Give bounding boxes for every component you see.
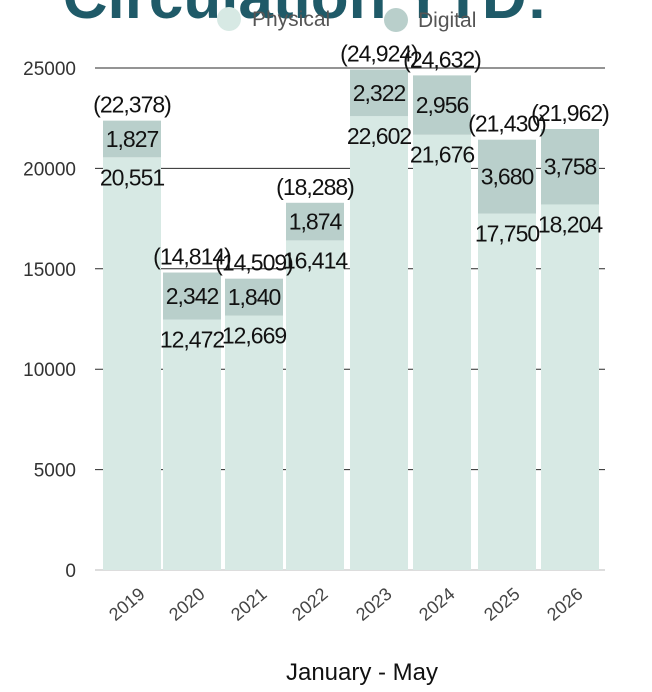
physical-label-2023: 22,602	[347, 123, 412, 149]
bar-physical-2021	[225, 315, 283, 570]
x-axis-ticks: 2019 2020 2021 2022 2023 2024 2025 2026	[105, 584, 587, 625]
digital-label-2021: 1,840	[228, 284, 281, 310]
physical-label-2022: 16,414	[283, 247, 349, 273]
data-labels: (22,378) 1,827 20,551 (14,814) 2,342 12,472 (1…	[93, 41, 610, 353]
y-tick-label: 20000	[23, 159, 76, 180]
x-tick-label: 2026	[543, 584, 587, 625]
x-tick-label: 2023	[352, 584, 396, 625]
bar-physical-2023	[350, 116, 408, 570]
bar-digital-2022	[286, 202, 344, 241]
bar-digital-2019	[103, 120, 161, 158]
legend-physical-label: Physical	[252, 8, 330, 31]
legend-digital-swatch	[384, 8, 408, 32]
bar-physical-2022	[286, 240, 344, 571]
physical-label-2019: 20,551	[100, 164, 165, 190]
x-tick-label: 2022	[288, 584, 332, 625]
digital-label-2023: 2,322	[353, 80, 406, 106]
bar-digital-2024	[413, 75, 471, 135]
bar-digital-2020	[163, 272, 221, 320]
y-tick-label: 0	[65, 561, 76, 582]
x-tick-label: 2020	[165, 584, 209, 625]
y-tick-label: 10000	[23, 360, 76, 381]
bar-digital-2025	[478, 139, 536, 214]
digital-label-2020: 2,342	[166, 283, 219, 309]
legend-digital-label: Digital	[418, 9, 476, 32]
total-label-2025: (21,430)	[468, 111, 546, 137]
physical-label-2026: 18,204	[538, 211, 604, 237]
x-tick-label: 2019	[105, 584, 149, 625]
x-axis-title: January - May	[286, 659, 438, 686]
bar-physical-2025	[478, 213, 536, 570]
legend: Physical Digital	[217, 7, 476, 32]
y-tick-label: 5000	[34, 461, 76, 482]
physical-label-2024: 21,676	[410, 142, 475, 168]
physical-label-2021: 12,669	[222, 323, 287, 349]
y-tick-label: 25000	[23, 59, 76, 80]
bar-physical-2019	[103, 157, 161, 570]
bars	[103, 69, 599, 571]
bar-digital-2021	[225, 278, 283, 316]
total-label-2026: (21,962)	[531, 100, 609, 126]
legend-physical-swatch	[217, 7, 241, 31]
digital-label-2022: 1,874	[289, 209, 343, 235]
x-tick-label: 2021	[227, 584, 271, 625]
digital-label-2026: 3,758	[544, 154, 597, 180]
digital-label-2025: 3,680	[481, 164, 534, 190]
total-label-2019: (22,378)	[93, 92, 171, 118]
digital-label-2019: 1,827	[106, 126, 159, 152]
total-label-2022: (18,288)	[276, 174, 354, 200]
bar-physical-2020	[163, 319, 221, 570]
bar-digital-2023	[350, 69, 408, 117]
bar-physical-2024	[413, 134, 471, 571]
total-label-2020: (14,814)	[153, 244, 231, 270]
total-label-2023: (24,924)	[340, 41, 418, 67]
x-tick-label: 2024	[415, 584, 459, 625]
physical-label-2025: 17,750	[475, 221, 540, 247]
bar-digital-2026	[541, 129, 599, 205]
total-label-2021: (14,509)	[215, 250, 293, 276]
digital-label-2024: 2,956	[416, 92, 469, 118]
y-axis-ticks: 0 5000 10000 15000 20000 25000	[23, 59, 76, 582]
bar-physical-2026	[541, 204, 599, 570]
total-label-2024: (24,632)	[403, 46, 481, 72]
chart-title: Circulation YTD:	[63, 0, 548, 32]
y-tick-label: 15000	[23, 260, 76, 281]
physical-label-2020: 12,472	[160, 327, 225, 353]
x-tick-label: 2025	[480, 584, 524, 625]
